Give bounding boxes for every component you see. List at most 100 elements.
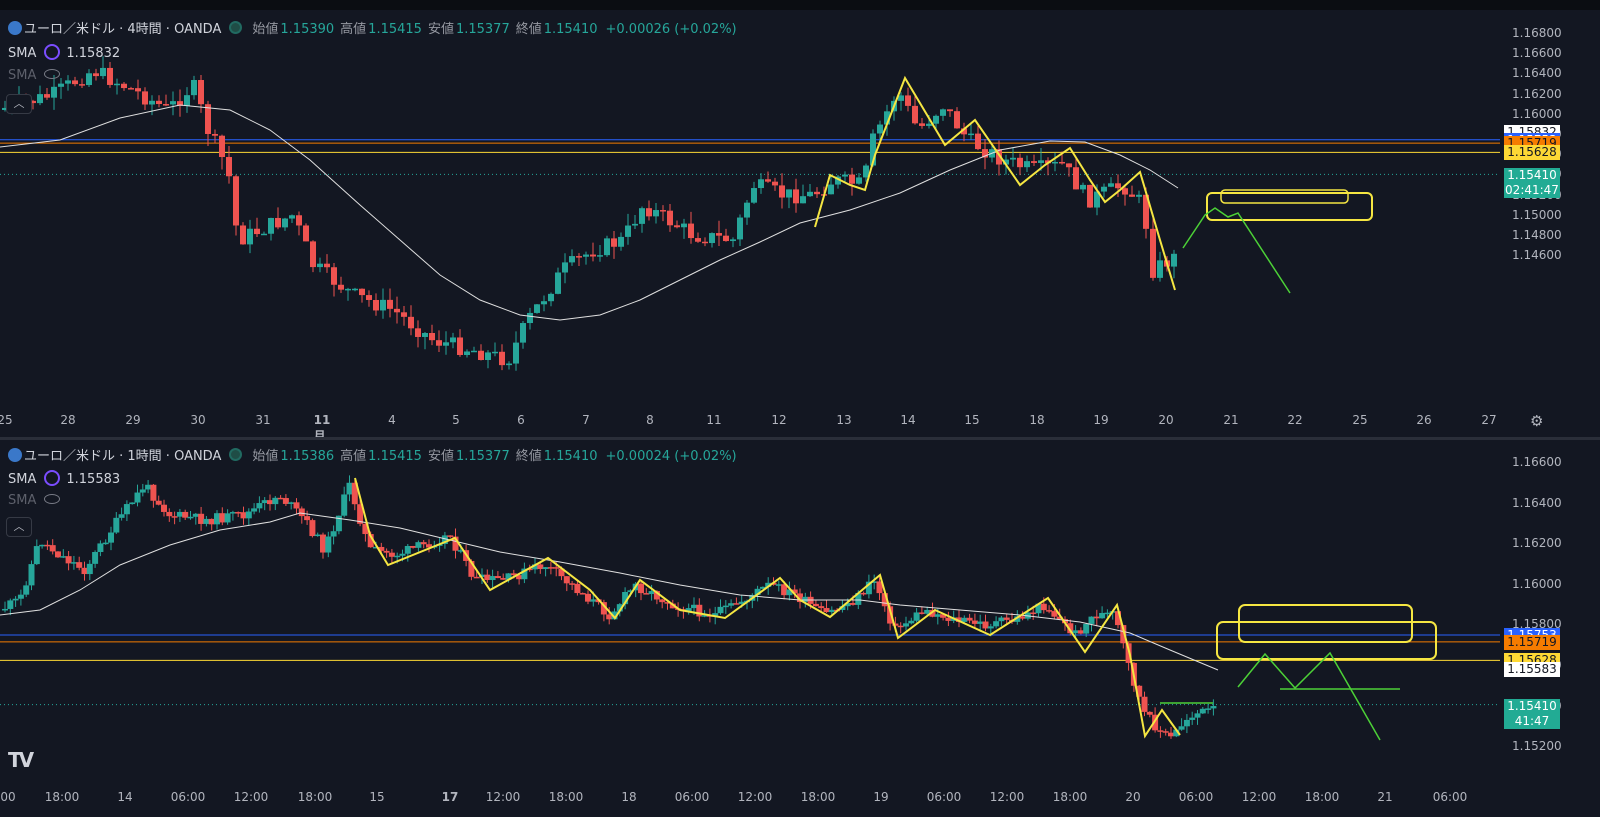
collapse-legend-button[interactable]: ︿ (6, 517, 32, 537)
candle (345, 287, 351, 301)
market-status-icon[interactable] (229, 448, 243, 461)
candle (597, 245, 603, 262)
sma-indicator-1[interactable]: SMA 1.15583 (8, 470, 121, 487)
sma-indicator-2[interactable]: SMA (8, 493, 66, 508)
candle-body (303, 225, 309, 242)
candle-body (865, 581, 872, 595)
market-status-icon[interactable] (229, 21, 243, 34)
candle (499, 344, 505, 371)
candle (163, 94, 169, 107)
candle (680, 606, 687, 619)
time-tick-label: 18 (621, 790, 637, 804)
candle-body (2, 608, 8, 611)
candle-body (399, 553, 406, 556)
candle-body (1019, 616, 1026, 619)
candle-body (37, 94, 43, 104)
price-tick-label: 1.16200 (1512, 86, 1562, 101)
symbol-title[interactable]: ユーロ／米ドル · 4時間 · OANDA (24, 22, 222, 37)
candle-body (1108, 183, 1114, 187)
candle (781, 580, 788, 600)
candle (660, 205, 666, 222)
candle-body (93, 73, 99, 77)
hidden-eye-icon[interactable] (44, 494, 61, 504)
candle-body (102, 542, 109, 545)
candle (966, 613, 973, 624)
candle-body (373, 299, 379, 311)
candle (1115, 174, 1121, 197)
candle-body (293, 502, 300, 509)
chart-canvas-1h[interactable] (0, 440, 1600, 817)
candle (1141, 691, 1148, 717)
sma-indicator-1[interactable]: SMA 1.15832 (8, 44, 121, 61)
chart-pane-1h[interactable]: ユーロ／米ドル · 1時間 · OANDA 始値 1.15386 高値 1.15415 安… (0, 440, 1600, 817)
candle-body (709, 233, 715, 244)
price-tick-label: 1.16600 (1512, 455, 1562, 469)
candle-body (226, 157, 232, 177)
candle-body (791, 589, 798, 594)
sma-settings-icon[interactable] (44, 470, 61, 486)
chart-canvas-4h[interactable] (0, 10, 1600, 440)
eurusd-flag-icon (8, 448, 22, 462)
price-level-badge: 1.15719 (1504, 634, 1560, 650)
sma-indicator-2[interactable]: SMA (8, 68, 66, 83)
symbol-title[interactable]: ユーロ／米ドル · 1時間 · OANDA (24, 449, 222, 464)
candle-body (484, 574, 491, 581)
candle (240, 506, 247, 525)
candle-body (212, 133, 218, 136)
candle-body (149, 100, 155, 105)
candle-body (716, 233, 722, 236)
candle-body (500, 578, 507, 580)
candle (441, 531, 448, 549)
candle-body (639, 208, 645, 224)
candle (102, 539, 109, 545)
candle (489, 569, 496, 588)
tradingview-logo[interactable]: TV (8, 748, 34, 772)
candle (139, 483, 146, 497)
pane-separator[interactable] (0, 437, 1600, 440)
candle-body (884, 111, 890, 125)
candle (72, 76, 78, 87)
candle (717, 599, 724, 615)
candle (542, 567, 549, 577)
candle-body (758, 179, 764, 189)
gear-icon[interactable]: ⚙ (1530, 412, 1544, 430)
candle-body (1059, 161, 1065, 164)
candle (60, 549, 67, 559)
candle-body (548, 293, 554, 302)
candle (494, 571, 501, 579)
candle (410, 545, 417, 549)
candle (772, 177, 778, 191)
candle-body (1136, 685, 1143, 697)
candle (744, 199, 750, 225)
candle (92, 550, 99, 568)
candle (79, 78, 85, 88)
candle (100, 56, 106, 80)
candle (786, 189, 792, 209)
candle (113, 512, 120, 534)
candle-body (81, 567, 88, 575)
candle (198, 75, 204, 113)
candle-body (648, 591, 655, 595)
price-tick-label: 1.16000 (1512, 576, 1562, 591)
candle (170, 91, 176, 116)
candle-body (516, 575, 523, 580)
time-tick-label: 12:00 (1241, 790, 1277, 804)
candle-body (272, 497, 279, 505)
candle-body (1017, 157, 1023, 168)
candle-body (526, 568, 533, 571)
chart-pane-4h[interactable]: ユーロ／米ドル · 4時間 · OANDA 始値 1.15390 高値 1.15415 安… (0, 10, 1600, 440)
price-tick-label: 1.15000 (1512, 207, 1562, 222)
time-tick-label: 15 (369, 790, 385, 804)
candle-body (1099, 612, 1106, 619)
candle-body (97, 543, 104, 553)
window-top-strip (0, 0, 1600, 10)
candle-body (659, 599, 666, 603)
collapse-legend-button[interactable]: ︿ (6, 94, 32, 114)
sma-settings-icon[interactable] (44, 44, 61, 60)
candle-body (219, 135, 225, 158)
candle-body (468, 560, 475, 577)
candle (324, 254, 330, 273)
candle-body (261, 500, 268, 504)
hidden-eye-icon[interactable] (44, 69, 61, 79)
candle-body (28, 564, 35, 586)
